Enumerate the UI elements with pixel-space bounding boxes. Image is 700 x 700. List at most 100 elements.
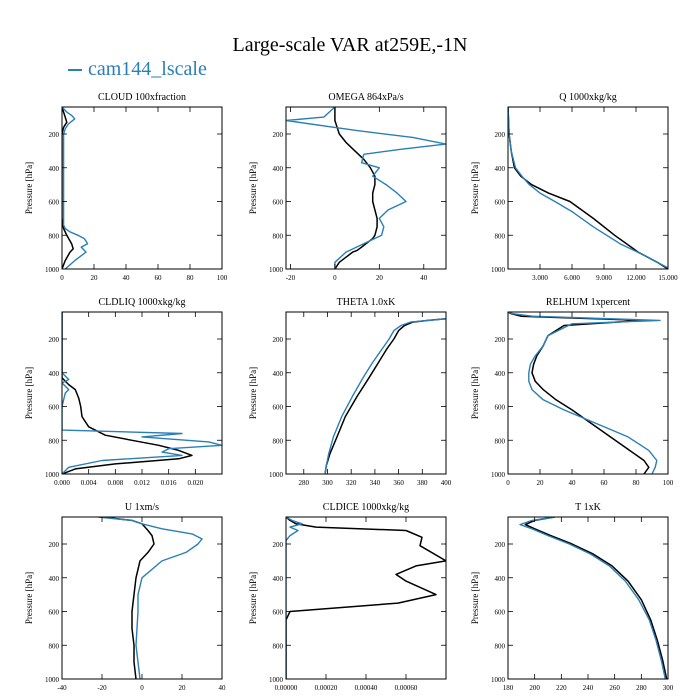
panel-7-title: U 1xm/s — [125, 502, 159, 513]
panel-1-ylabel: Pressure [hPa] — [24, 162, 34, 214]
panel-3-frame — [507, 106, 669, 270]
panel-2-title: OMEGA 864xPa/s — [328, 92, 403, 103]
panel-3-xtick-label: 12.000 — [626, 274, 646, 282]
panel-4-ytick-label: 1000 — [45, 471, 60, 479]
panel-9-xtick-label: 240 — [583, 684, 594, 692]
panel-1-xtick-label: 0 — [60, 274, 64, 282]
panel-9-xtick-label: 300 — [663, 684, 674, 692]
panel-7-ytick-label: 800 — [49, 642, 60, 650]
panel-7-xtick-label: 20 — [179, 684, 187, 692]
panel-6-title: RELHUM 1xpercent — [546, 297, 630, 308]
panel-5-ytick-label: 600 — [273, 404, 284, 412]
panel-3-ytick-label: 400 — [495, 165, 506, 173]
panel-7-ytick-label: 400 — [49, 575, 60, 583]
panel-8-ytick-label: 600 — [273, 609, 284, 617]
panel-5-frame — [285, 311, 447, 475]
panel-4-ytick-label: 800 — [49, 437, 60, 445]
panel-3-title: Q 1000xkg/kg — [559, 92, 617, 103]
panel-5-ytick-label: 800 — [273, 437, 284, 445]
panel-2-frame — [285, 106, 447, 270]
panel-2-ytick-label: 200 — [273, 131, 284, 139]
panel-5-xtick-label: 340 — [370, 479, 381, 487]
panel-2-ylabel: Pressure [hPa] — [248, 162, 258, 214]
panel-1-xtick-label: 60 — [155, 274, 163, 282]
panel-1-series-model — [62, 107, 74, 269]
panel-7-frame — [61, 516, 223, 680]
panel-8-xtick-label: 0.00060 — [395, 684, 418, 692]
panel-4-ylabel: Pressure [hPa] — [24, 367, 34, 419]
panel-2-ytick-label: 400 — [273, 165, 284, 173]
panel-8-xtick-label: 0.00000 — [275, 684, 298, 692]
panel-6-xtick-label: 40 — [569, 479, 577, 487]
panel-4-ytick-label: 400 — [49, 370, 60, 378]
panel-6-xtick-label: 0 — [506, 479, 510, 487]
panel-1-frame — [61, 106, 223, 270]
panel-4-xtick-label: 0.000 — [54, 479, 70, 487]
panel-3-xtick-label: 3.000 — [532, 274, 548, 282]
panel-5-ytick-label: 1000 — [269, 471, 284, 479]
panel-7-series-lscale — [97, 517, 203, 679]
panel-1-xtick-label: 40 — [123, 274, 131, 282]
panel-5-ytick-label: 200 — [273, 336, 284, 344]
panel-7-ylabel: Pressure [hPa] — [24, 572, 34, 624]
panel-3-series-lscale — [508, 107, 668, 269]
panel-4-xtick-label: 0.016 — [161, 479, 177, 487]
panel-4-xtick-label: 0.012 — [134, 479, 150, 487]
panel-1-ytick-label: 400 — [49, 165, 60, 173]
panel-3-series-model — [508, 107, 668, 269]
panel-7-xtick-label: 40 — [219, 684, 227, 692]
panel-4-xtick-label: 0.004 — [81, 479, 97, 487]
panel-5-xtick-label: 400 — [441, 479, 452, 487]
panel-1-series-lscale — [62, 107, 89, 269]
panel-2-series-model — [334, 107, 378, 269]
panel-9-ylabel: Pressure [hPa] — [470, 572, 480, 624]
panel-9-xtick-label: 200 — [529, 684, 540, 692]
panel-6-xtick-label: 100 — [663, 479, 674, 487]
panel-3-ytick-label: 800 — [495, 232, 506, 240]
panel-1-xtick-label: 80 — [187, 274, 195, 282]
panel-7-ytick-label: 200 — [49, 541, 60, 549]
panel-3-ytick-label: 600 — [495, 199, 506, 207]
panel-8-ylabel: Pressure [hPa] — [248, 572, 258, 624]
panel-1-title: CLOUD 100xfraction — [98, 92, 186, 103]
panel-6-ytick-label: 800 — [495, 437, 506, 445]
panel-1-ytick-label: 800 — [49, 232, 60, 240]
panel-5-xtick-label: 380 — [417, 479, 428, 487]
panel-7-xtick-label: -40 — [57, 684, 67, 692]
panel-9-title: T 1xK — [575, 502, 601, 513]
panel-1-ytick-label: 1000 — [45, 266, 60, 274]
panel-7-ytick-label: 1000 — [45, 676, 60, 684]
legend-swatch — [68, 68, 82, 71]
panel-4-ytick-label: 600 — [49, 404, 60, 412]
panel-6-ytick-label: 200 — [495, 336, 506, 344]
panel-8-ytick-label: 800 — [273, 642, 284, 650]
panel-4-ytick-label: 200 — [49, 336, 60, 344]
panel-7-ytick-label: 600 — [49, 609, 60, 617]
panel-6-ytick-label: 600 — [495, 404, 506, 412]
panel-7-xtick-label: -20 — [97, 684, 107, 692]
panel-4-frame — [61, 311, 223, 475]
panel-2-xtick-label: 20 — [376, 274, 384, 282]
panel-6-xtick-label: 80 — [633, 479, 641, 487]
panel-2-xtick-label: 0 — [333, 274, 337, 282]
panel-4-xtick-label: 0.008 — [107, 479, 123, 487]
panel-9-xtick-label: 280 — [636, 684, 647, 692]
panel-9-xtick-label: 260 — [609, 684, 620, 692]
panel-1-xtick-label: 100 — [217, 274, 228, 282]
panel-6-frame — [507, 311, 669, 475]
panel-7-xtick-label: 0 — [140, 684, 144, 692]
panel-9-xtick-label: 220 — [556, 684, 567, 692]
panel-8-ytick-label: 1000 — [269, 676, 284, 684]
panel-6-series-lscale — [508, 312, 661, 474]
panel-5-xtick-label: 320 — [346, 479, 357, 487]
panel-5-xtick-label: 280 — [299, 479, 310, 487]
panel-9-ytick-label: 600 — [495, 609, 506, 617]
panel-3-ylabel: Pressure [hPa] — [470, 162, 480, 214]
panel-5-title: THETA 1.0xK — [337, 297, 396, 308]
panel-9-ytick-label: 200 — [495, 541, 506, 549]
legend: cam144_lscale — [68, 58, 207, 81]
panel-8-xtick-label: 0.00020 — [315, 684, 338, 692]
panel-9-ytick-label: 400 — [495, 575, 506, 583]
panel-8-xtick-label: 0.00040 — [355, 684, 378, 692]
